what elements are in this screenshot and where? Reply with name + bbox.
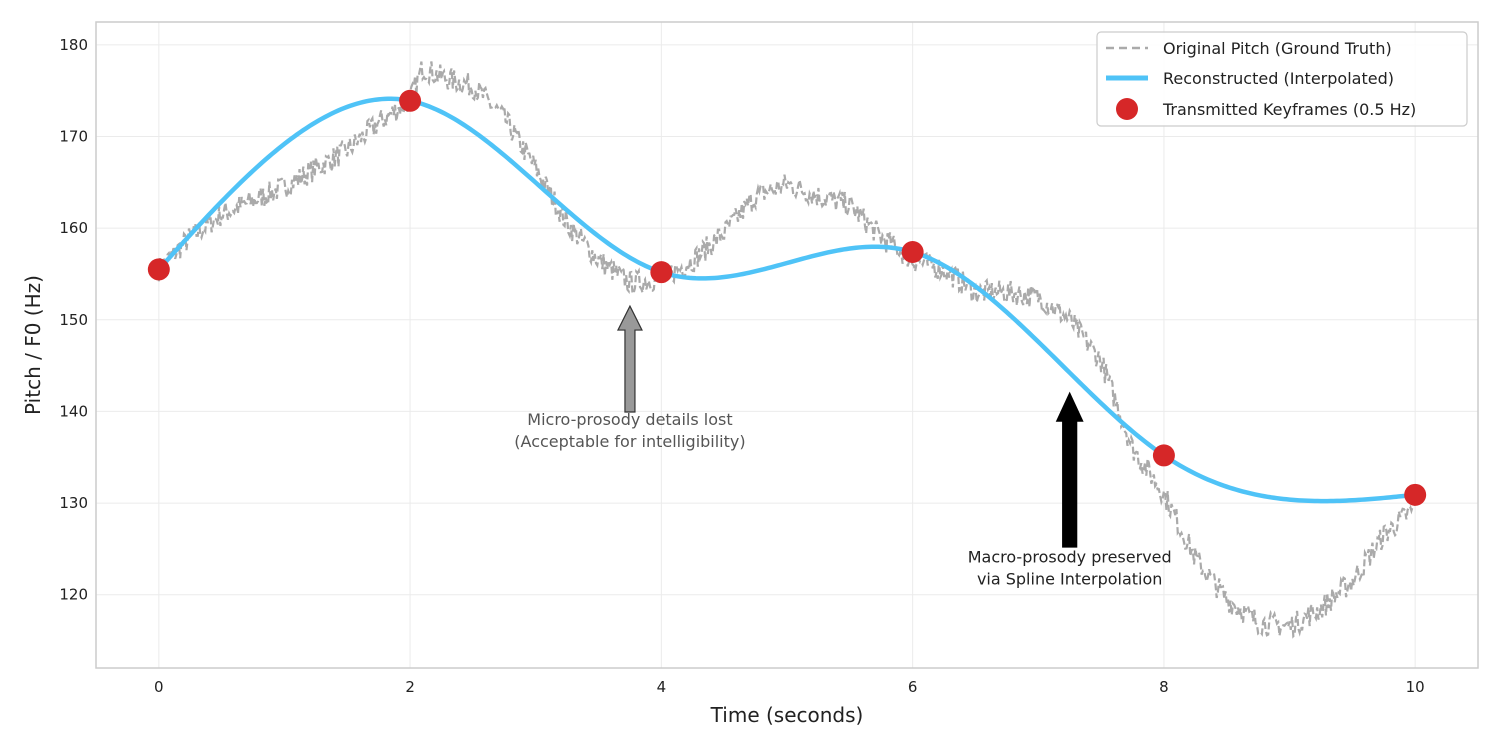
keyframe-point [399, 89, 422, 112]
y-tick-label: 170 [59, 128, 88, 146]
y-tick-label: 160 [59, 219, 88, 237]
keyframe-point [901, 240, 924, 263]
plot-frame [95, 21, 1479, 669]
legend-box [1096, 31, 1468, 127]
y-axis-title: Pitch / F0 (Hz) [21, 275, 45, 415]
x-tick-label: 0 [154, 678, 164, 696]
series-layer [147, 61, 1427, 639]
annotation-text-line: Micro-prosody details lost [527, 410, 732, 429]
series-line-reconstructed [156, 96, 1418, 504]
x-tick-label: 8 [1159, 678, 1169, 696]
keyframe-point [650, 261, 673, 284]
legend-label-reconstructed: Reconstructed (Interpolated) [1163, 69, 1394, 88]
grid-layer [96, 22, 1478, 668]
keyframe-point [1152, 444, 1175, 467]
y-tick-label: 180 [59, 36, 88, 54]
keyframe-point [1404, 483, 1427, 506]
y-tick-label: 150 [59, 311, 88, 329]
annotation-text-line: via Spline Interpolation [977, 570, 1162, 589]
legend-label-keyframes: Transmitted Keyframes (0.5 Hz) [1162, 100, 1416, 119]
annotation-text-line: (Acceptable for intelligibility) [514, 432, 745, 451]
x-tick-label: 10 [1406, 678, 1425, 696]
legend-label-original: Original Pitch (Ground Truth) [1163, 39, 1392, 58]
annotation-layer: Micro-prosody details lost (Acceptable fo… [514, 304, 1172, 589]
series-line-original-pitch [157, 61, 1417, 639]
x-tick-labels: 0 2 4 6 8 10 [154, 678, 1425, 696]
x-tick-label: 2 [405, 678, 415, 696]
x-tick-label: 4 [657, 678, 667, 696]
x-axis-title: Time (seconds) [710, 703, 864, 727]
annotation-text-line: Macro-prosody preserved [968, 548, 1172, 567]
annotation-arrow [1055, 391, 1084, 548]
keyframe-point [147, 258, 170, 281]
y-tick-label: 140 [59, 402, 88, 420]
y-tick-label: 120 [59, 586, 88, 604]
y-tick-label: 130 [59, 494, 88, 512]
x-tick-label: 6 [908, 678, 918, 696]
y-tick-labels: 120 130 140 150 160 170 180 [59, 36, 88, 604]
legend: Original Pitch (Ground Truth) Reconstruc… [1096, 31, 1468, 127]
annotation-arrow [616, 304, 643, 413]
legend-swatch-keyframes [1116, 98, 1138, 120]
